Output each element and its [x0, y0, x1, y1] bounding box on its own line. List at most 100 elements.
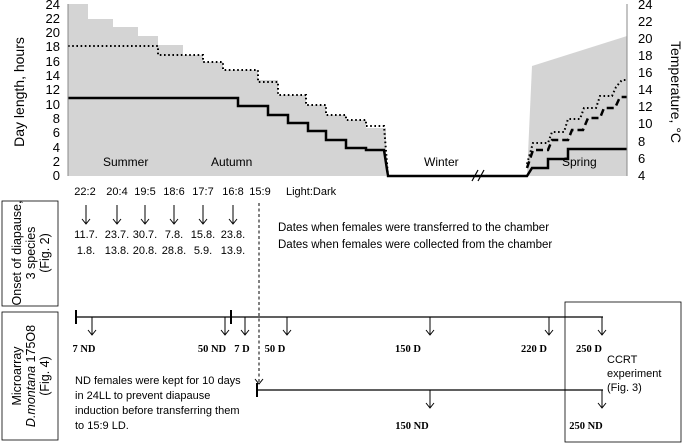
onset-box — [1, 200, 59, 307]
left-tick: 22 — [46, 11, 60, 26]
ccrt-line2: experiment — [607, 368, 661, 380]
tl1-label: 50 ND — [198, 344, 227, 355]
left-tick: 24 — [46, 0, 60, 12]
tl2-label: 150 ND — [395, 421, 429, 432]
tl2-label: 250 ND — [569, 421, 603, 432]
left-tick: 10 — [46, 97, 60, 112]
left-tick: 2 — [53, 154, 60, 169]
dashed-arrow — [254, 203, 264, 385]
tl1-label: 50 D — [265, 344, 286, 355]
down-arrow-icon — [240, 317, 250, 336]
dotted-spring-line — [526, 79, 627, 165]
right-tick: 24 — [638, 0, 652, 12]
left-tick: 20 — [46, 25, 60, 40]
season-winter: Winter — [424, 155, 459, 169]
season-summer: Summer — [103, 155, 148, 169]
tl1-label: 150 D — [395, 344, 421, 355]
light-dark-values: 22:2 20:4 19:5 18:6 17:7 16:8 15:9 — [74, 186, 270, 198]
right-tick: 20 — [638, 31, 652, 46]
down-arrow-icon — [81, 205, 91, 225]
onset-line1: Onset of diapause, — [10, 201, 24, 306]
right-tick: 10 — [638, 116, 652, 131]
ld-value: 19:5 — [134, 186, 155, 198]
right-axis-label: Temperature, °C — [668, 41, 684, 143]
collect-date: 13.9. — [221, 245, 245, 257]
right-tick: 6 — [638, 151, 645, 166]
collect-date: 1.8. — [77, 245, 95, 257]
down-arrow-icon — [425, 390, 435, 409]
down-arrow-icon — [220, 317, 230, 336]
transfer-dates: 11.7. 23.7. 30.7. 7.8. 15.8. 23.8. — [74, 229, 245, 241]
collect-date: 13.8. — [105, 245, 129, 257]
down-arrow-icon — [282, 317, 292, 336]
nd-note-line2: in 24LL to prevent diapause — [75, 390, 210, 402]
down-arrow-icon — [597, 317, 607, 336]
ld-value: 22:2 — [74, 186, 95, 198]
right-axis-ticks: 4 6 8 10 12 14 16 18 20 22 24 — [638, 0, 652, 183]
season-spring: Spring — [562, 155, 597, 169]
microarray-strain: 175O8 — [24, 325, 38, 363]
ld-value: 16:8 — [222, 186, 243, 198]
left-tick: 0 — [53, 168, 60, 183]
down-arrow-icon — [425, 317, 435, 336]
microarray-species: D.montana — [24, 366, 38, 427]
tl1-label: 7 ND — [72, 344, 95, 355]
light-dark-label: Light:Dark — [286, 186, 337, 198]
ld-value: 18:6 — [163, 186, 184, 198]
right-tick: 4 — [638, 168, 645, 183]
collect-dates: 1.8. 13.8. 20.8. 28.8. 5.9. 13.9. — [77, 245, 245, 257]
down-arrow-icon — [544, 317, 554, 336]
right-tick: 16 — [638, 65, 652, 80]
legend-collect: Dates when females were collected from t… — [278, 239, 552, 251]
down-arrow-icon — [112, 205, 122, 225]
timeline-2-labels: 150 ND 250 ND — [395, 421, 603, 432]
transfer-date: 11.7. — [74, 229, 98, 241]
left-tick: 8 — [53, 111, 60, 126]
nd-note-line4: to 15:9 LD. — [75, 420, 129, 432]
down-arrow-icon — [597, 390, 607, 409]
down-arrow-icon — [140, 205, 150, 225]
left-tick: 12 — [46, 82, 60, 97]
dashed-spring-line — [525, 95, 627, 169]
left-axis-label: Day length, hours — [11, 37, 27, 147]
tl1-label: 250 D — [576, 344, 602, 355]
tl1-label: 220 D — [521, 344, 547, 355]
temperature-area — [68, 4, 386, 176]
ccrt-line1: CCRT — [607, 354, 638, 366]
nd-note-line3: induction before transferring them — [75, 405, 239, 417]
microarray-line1: Microarray — [10, 346, 24, 406]
nd-note-line1: ND females were kept for 10 days — [75, 375, 241, 387]
transfer-date: 15.8. — [191, 229, 215, 241]
microarray-box — [1, 311, 59, 441]
day-length-line — [68, 96, 627, 178]
timeline-1-labels: 7 ND 50 ND 7 D 50 D 150 D 220 D 250 D — [72, 344, 602, 355]
nd-note: ND females were kept for 10 days in 24LL… — [75, 375, 241, 432]
transfer-date: 7.8. — [165, 229, 183, 241]
onset-line3: (Fig. 2) — [38, 233, 52, 273]
ccrt-line3: (Fig. 3) — [607, 382, 642, 394]
down-arrow-icon — [87, 317, 97, 336]
collect-date: 5.9. — [194, 245, 212, 257]
transfer-date: 30.7. — [133, 229, 157, 241]
microarray-line2: D.montana 175O8 — [24, 325, 38, 427]
season-autumn: Autumn — [211, 155, 252, 169]
left-tick: 6 — [53, 125, 60, 140]
ld-value: 15:9 — [249, 186, 270, 198]
transfer-date: 23.8. — [221, 229, 245, 241]
axis-break-mark — [471, 169, 485, 182]
right-tick: 18 — [638, 48, 652, 63]
collect-date: 20.8. — [133, 245, 157, 257]
right-tick: 12 — [638, 99, 652, 114]
down-arrow-icon — [169, 205, 179, 225]
microarray-line3: (Fig. 4) — [38, 356, 52, 396]
date-arrows — [81, 205, 238, 225]
ccrt-box — [564, 301, 682, 443]
tl1-label: 7 D — [234, 344, 250, 355]
legend-transfer: Dates when females were transferred to t… — [278, 222, 549, 234]
left-tick: 4 — [53, 140, 60, 155]
microarray-box-labels: Microarray D.montana 175O8 (Fig. 4) — [10, 325, 52, 427]
ld-value: 17:7 — [192, 186, 213, 198]
down-arrow-icon — [198, 205, 208, 225]
collect-date: 28.8. — [162, 245, 186, 257]
